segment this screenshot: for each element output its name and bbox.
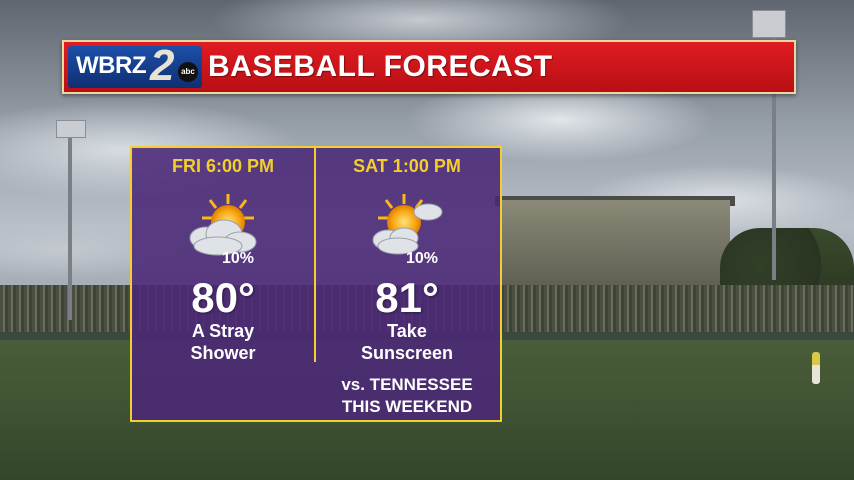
note-line: THIS WEEKEND bbox=[341, 397, 473, 416]
precip-chance: 10% bbox=[406, 250, 439, 267]
partly-cloudy-sun-icon bbox=[372, 194, 443, 255]
network-logo: abc bbox=[178, 62, 198, 82]
forecast-panel: FRI 6:00 PM 10% 80° A Stray bbox=[130, 146, 502, 422]
light-fixture-left bbox=[56, 120, 86, 138]
logo-channel-number: 2 bbox=[150, 41, 175, 90]
description-line: A Stray bbox=[191, 321, 255, 341]
description-line: Sunscreen bbox=[360, 343, 454, 363]
precip-chance: 10% bbox=[222, 250, 255, 267]
outfielder bbox=[812, 352, 820, 384]
forecast-time: SAT 1:00 PM bbox=[353, 156, 461, 176]
description-line: Shower bbox=[190, 343, 256, 363]
title-banner: WBRZ 2 abc BASEBALL FORECAST bbox=[62, 40, 796, 94]
logo-callsign: WBRZ bbox=[76, 52, 146, 79]
forecast-description: Take Sunscreen bbox=[316, 320, 498, 364]
forecast-description: A Stray Shower bbox=[132, 320, 314, 364]
forecast-column-saturday: SAT 1:00 PM 10% 81° Take Sunscree bbox=[316, 148, 498, 364]
matchup-note: vs. TENNESSEE THIS WEEKEND bbox=[316, 374, 498, 418]
light-pole-right bbox=[772, 30, 776, 280]
light-pole-left bbox=[68, 130, 72, 320]
page-title: BASEBALL FORECAST bbox=[208, 50, 553, 83]
forecast-time: FRI 6:00 PM bbox=[171, 156, 275, 176]
light-fixture-right bbox=[752, 10, 786, 38]
temperature: 81° bbox=[375, 274, 439, 321]
station-logo: WBRZ 2 abc bbox=[68, 41, 202, 90]
note-line: vs. TENNESSEE bbox=[341, 375, 473, 394]
temperature: 80° bbox=[191, 274, 255, 321]
partly-cloudy-sun-icon bbox=[189, 194, 257, 256]
grandstand bbox=[500, 200, 730, 290]
description-line: Take bbox=[387, 321, 427, 341]
column-divider bbox=[314, 148, 316, 362]
trees bbox=[720, 228, 854, 290]
forecast-column-friday: FRI 6:00 PM 10% 80° A Stray bbox=[132, 148, 314, 364]
